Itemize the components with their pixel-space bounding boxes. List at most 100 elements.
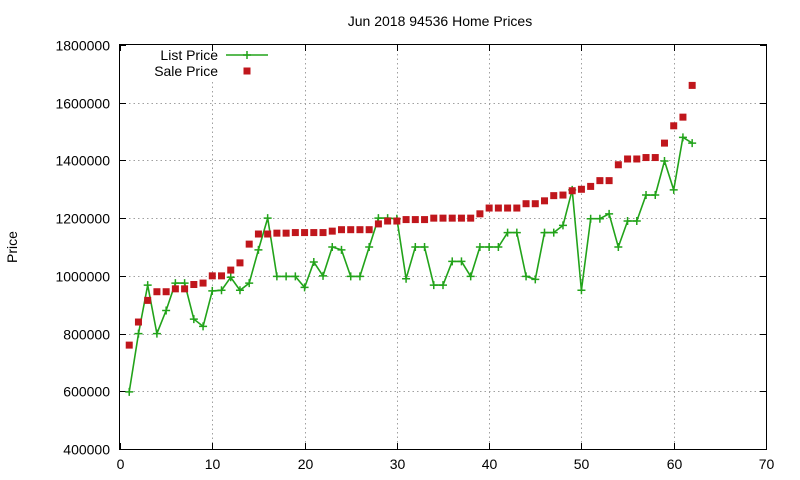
list-price-point (411, 243, 420, 251)
sale-price-point (577, 185, 585, 193)
list-price-point (678, 133, 687, 142)
sale-price-point (596, 177, 604, 185)
list-price-point (300, 283, 309, 292)
x-tick-label: 40 (482, 456, 498, 472)
x-tick-label: 0 (117, 456, 125, 472)
list-price-point (512, 228, 521, 237)
sale-price-point (531, 200, 539, 208)
y-tick-label: 400000 (63, 442, 110, 458)
sale-price-point (430, 214, 438, 222)
list-price-point (494, 243, 503, 251)
sale-price-point (651, 154, 659, 162)
sale-price-point (393, 217, 401, 225)
legend-label-list-price: List Price (160, 47, 218, 63)
sale-price-point (347, 226, 355, 234)
list-price-point (540, 228, 549, 237)
list-price-point (457, 257, 466, 266)
sale-price-point (421, 216, 429, 224)
sale-price-point (688, 81, 696, 89)
sale-price-point (485, 204, 493, 212)
list-price-point (402, 274, 411, 283)
list-price-point (346, 272, 355, 281)
list-price-point (152, 329, 161, 338)
list-price-point (503, 228, 512, 237)
list-price-point (429, 281, 438, 290)
sale-price-point (605, 177, 613, 185)
list-price-point (199, 322, 208, 331)
y-axis-label: Price (4, 231, 20, 263)
sale-price-point (457, 214, 465, 222)
list-price-point (475, 243, 484, 251)
list-price-point (605, 209, 614, 218)
y-tick-label: 1800000 (55, 38, 110, 54)
sale-price-point (273, 229, 281, 237)
sale-price-point (181, 285, 189, 293)
y-tick-label: 1600000 (55, 96, 110, 112)
sale-price-point (476, 210, 484, 218)
sale-price-point (236, 259, 244, 267)
list-price-point (595, 214, 604, 223)
legend-swatch-marker-sale-price (243, 67, 251, 75)
sale-price-point (328, 227, 336, 235)
sale-price-point (384, 217, 392, 225)
list-price-point (365, 243, 374, 251)
sale-price-point (374, 220, 382, 228)
list-price-point (614, 243, 623, 251)
sale-price-point (134, 318, 142, 326)
sale-price-point (513, 204, 521, 212)
sale-price-point (199, 279, 207, 287)
chart-title: Jun 2018 94536 Home Prices (348, 13, 532, 29)
list-price-point (485, 243, 494, 251)
sale-price-point (264, 230, 272, 238)
list-price-point (134, 329, 143, 338)
x-tick-label: 70 (759, 456, 775, 472)
list-price-point (651, 191, 660, 200)
list-price-point (420, 243, 429, 251)
sale-price-point (633, 155, 641, 163)
list-price-point (632, 217, 641, 226)
sale-price-point (587, 182, 595, 190)
sale-price-point (411, 216, 419, 224)
sale-price-point (679, 113, 687, 121)
sale-price-point (356, 226, 364, 234)
x-tick-label: 60 (667, 456, 683, 472)
list-price-point (309, 258, 318, 267)
sale-price-point (522, 200, 530, 208)
sale-price-point (541, 197, 549, 205)
list-price-point (235, 286, 244, 295)
list-price-point (531, 275, 540, 284)
sale-price-point (291, 229, 299, 237)
sale-price-point (171, 285, 179, 293)
list-price-point (669, 185, 678, 194)
list-price-point (660, 157, 669, 166)
list-price-point (355, 272, 364, 281)
list-price-line (128, 135, 693, 393)
y-tick-label: 1000000 (55, 269, 110, 285)
list-price-point (549, 228, 558, 237)
sale-price-point (245, 240, 253, 248)
list-price-point (272, 272, 281, 281)
sale-price-point (218, 272, 226, 280)
sale-price-point (337, 226, 345, 234)
list-price-point (337, 245, 346, 254)
sale-price-point (504, 204, 512, 212)
list-price-point (217, 286, 226, 295)
list-price-point (586, 214, 595, 223)
grid-lines (120, 45, 766, 449)
sale-price-point (254, 230, 262, 238)
sale-price-point (624, 155, 632, 163)
sale-price-point (494, 204, 502, 212)
list-price-point (282, 272, 291, 281)
list-price-point (577, 286, 586, 295)
list-price-point (522, 272, 531, 281)
x-tick-label: 30 (390, 456, 406, 472)
list-price-point (208, 286, 217, 295)
sale-price-point (310, 229, 318, 237)
y-tick-label: 1200000 (55, 211, 110, 227)
list-price-point (448, 257, 457, 266)
sale-price-point (125, 341, 133, 349)
sale-price-point (282, 229, 290, 237)
list-price-point (263, 214, 272, 223)
